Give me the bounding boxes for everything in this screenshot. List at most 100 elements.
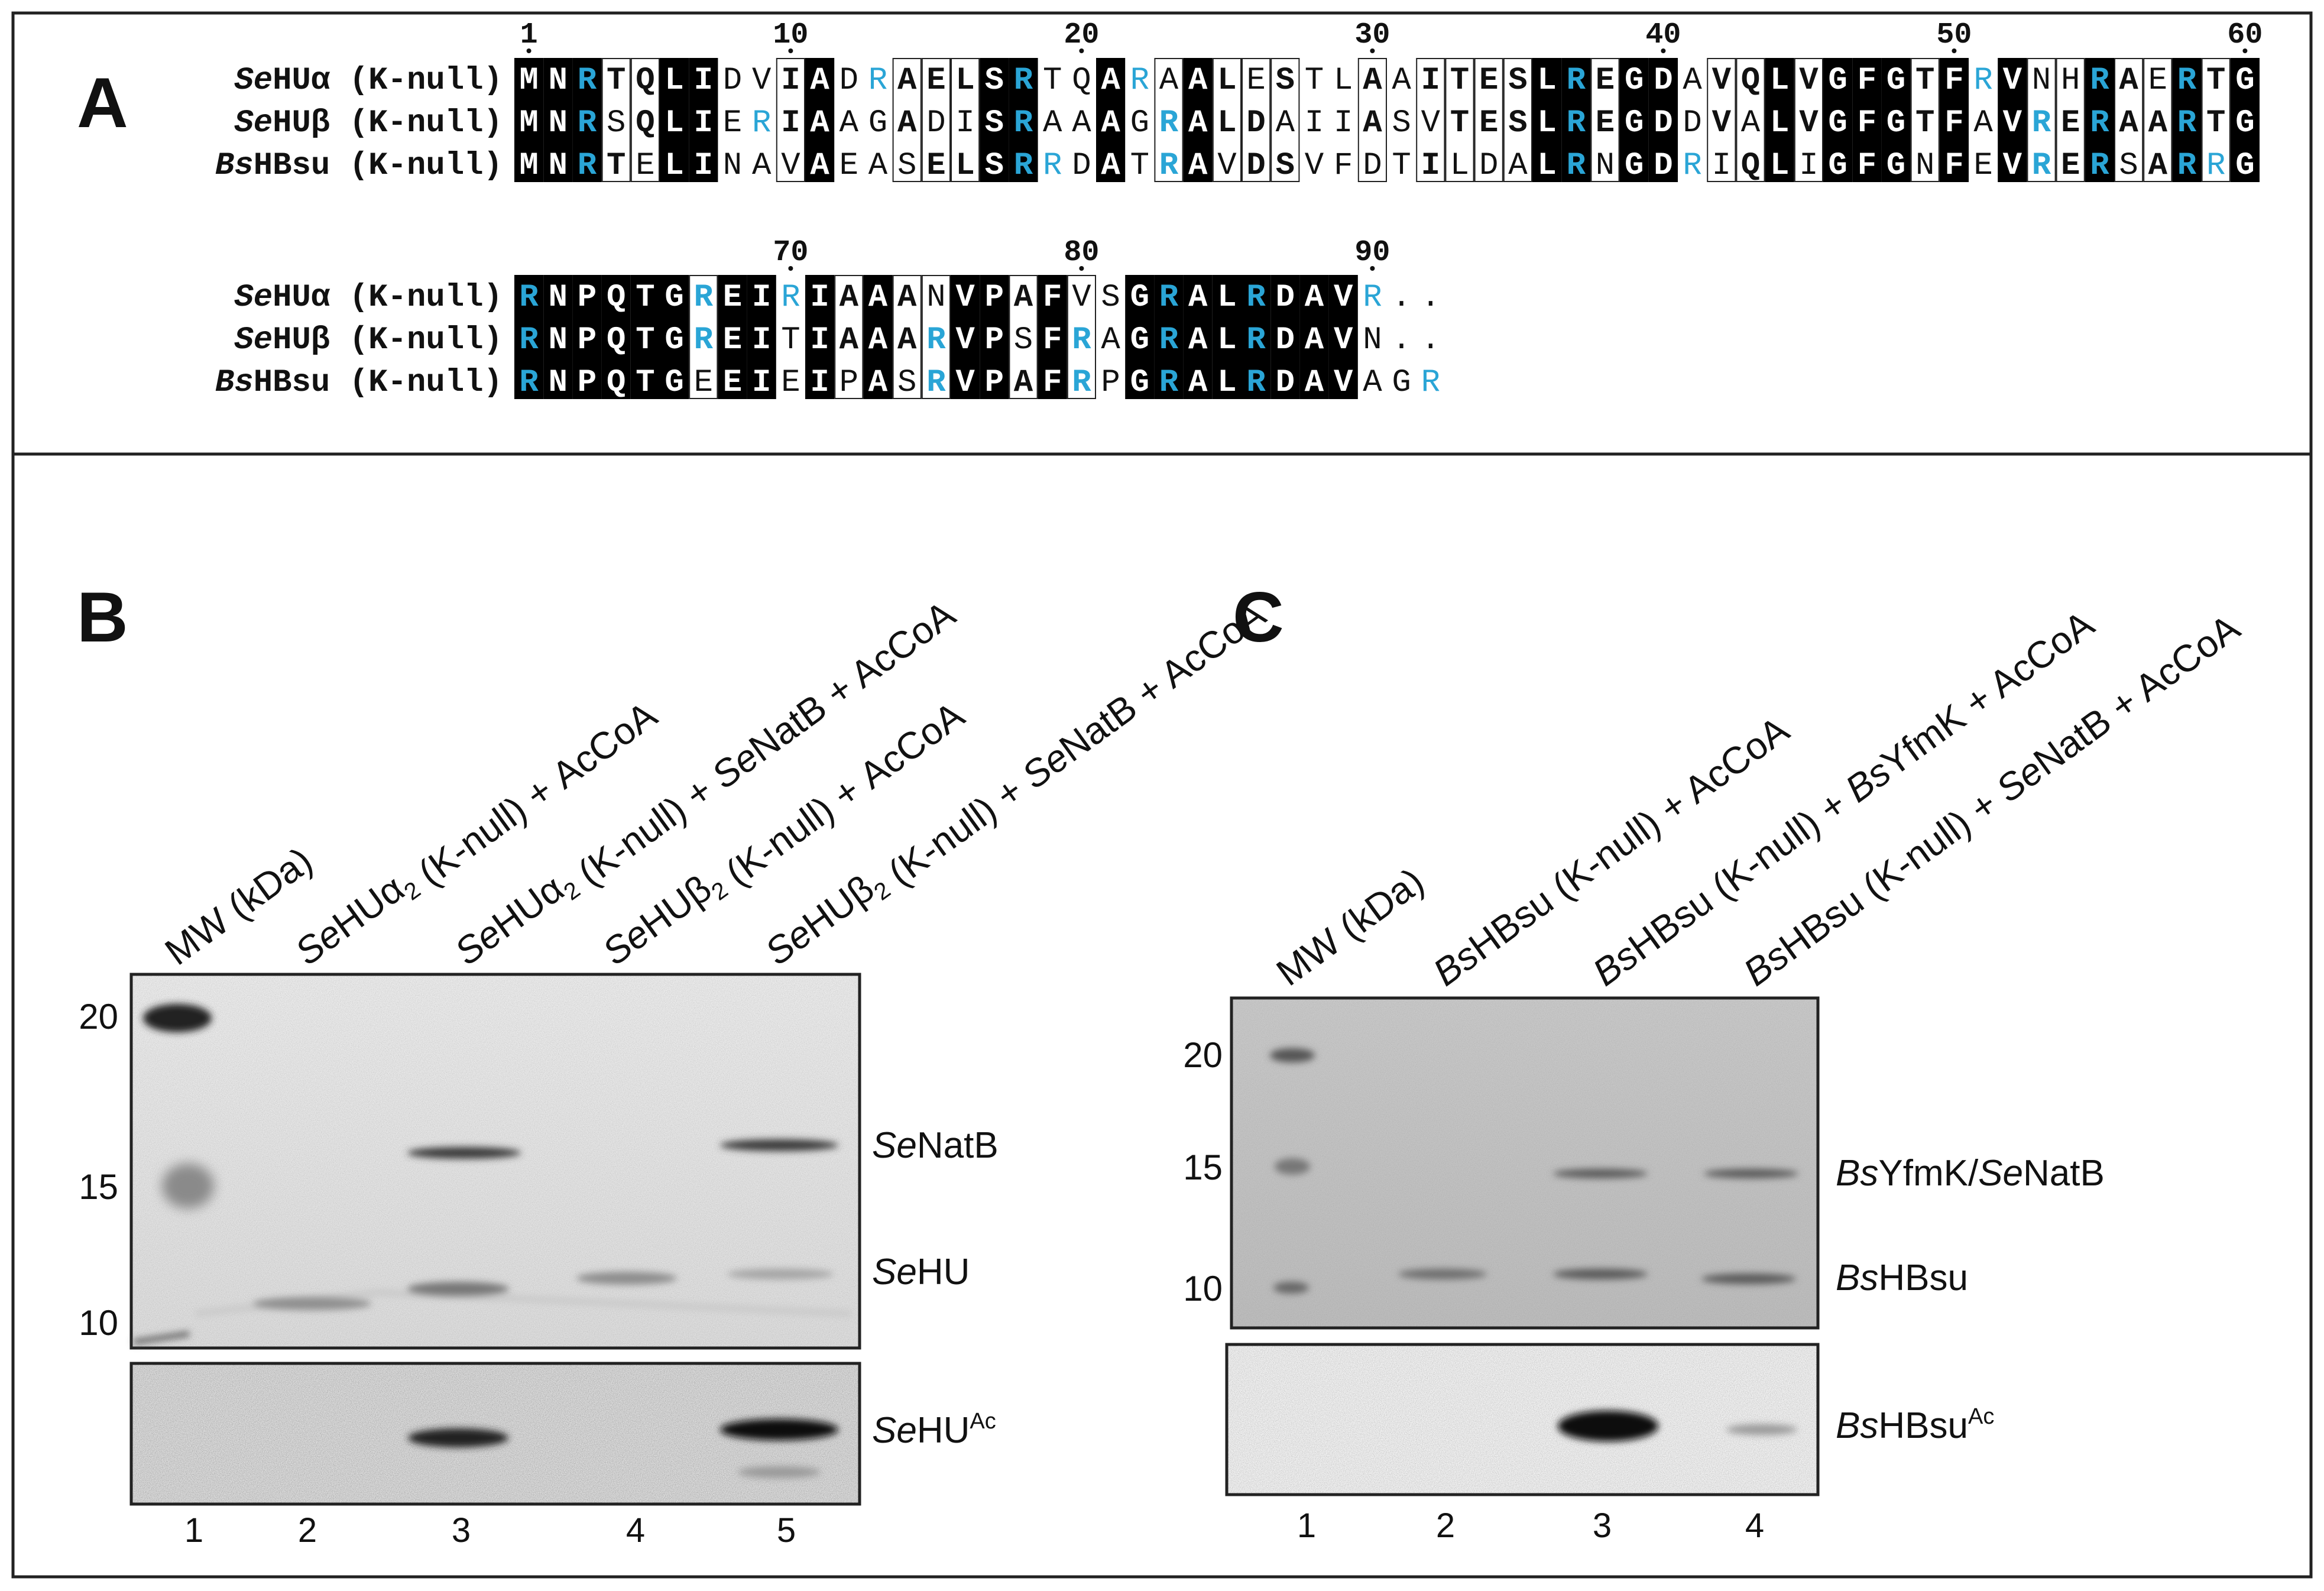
residue: N — [1915, 148, 1934, 184]
conserved-column — [951, 275, 980, 399]
lane-number: 1 — [184, 1511, 203, 1550]
residue: G — [1130, 365, 1149, 401]
band-lane4-senatb — [1704, 1169, 1798, 1178]
ac-band-lane3 — [408, 1428, 508, 1447]
residue: T — [607, 148, 625, 184]
residue: A — [868, 322, 888, 358]
lane-number: 2 — [1436, 1506, 1455, 1545]
alignment-block-2: RRRNNNPPPQQQTTTGGGRREEEEIIIRTEIIIAAPAAAA… — [514, 275, 1440, 401]
residue: D — [840, 63, 858, 99]
residue: V — [781, 148, 800, 184]
alignment-sequences: MMMNNNRRRTSTQQELLLIIIDENVRAIIVAAADAERGAA… — [514, 58, 2260, 401]
residue: N — [549, 63, 568, 99]
panel-c-lane-numbers: 1 2 3 4 — [1297, 1506, 1764, 1545]
ruler-dot — [1952, 48, 1957, 53]
residue: F — [1858, 63, 1876, 99]
residue: D — [1654, 105, 1672, 141]
residue: L — [665, 148, 683, 184]
conserved-column — [572, 275, 602, 399]
residue: R — [1159, 322, 1179, 358]
panel-b-autoradiograph — [129, 1362, 861, 1506]
residue: A — [752, 148, 772, 184]
residue: L — [1217, 280, 1236, 316]
residue: L — [1770, 105, 1789, 141]
alignment-block-1: MMMNNNRRRTSTQQELLLIIIDENVRAIIVAAADAERGAA… — [514, 58, 2260, 184]
residue: G — [665, 365, 683, 401]
residue: A — [868, 365, 888, 401]
panel-b-label-sehu: SeHU — [872, 1252, 970, 1292]
position-number: 90 — [1354, 236, 1390, 270]
residue: R — [1014, 63, 1033, 99]
similar-column-box — [1009, 275, 1038, 399]
conserved-column — [747, 275, 776, 399]
residue: L — [665, 63, 683, 99]
conserved-column — [601, 275, 631, 399]
band-lane3-bsyfmk — [1553, 1169, 1648, 1178]
residue: R — [1246, 365, 1266, 401]
residue: I — [1334, 105, 1353, 141]
conserved-column — [1648, 58, 1678, 182]
similar-column-box — [1910, 58, 1940, 182]
residue: E — [926, 148, 945, 184]
residue: A — [1188, 105, 1208, 141]
residue: L — [955, 148, 974, 184]
residue: R — [1072, 322, 1091, 358]
residue: E — [1596, 105, 1615, 141]
residue: P — [1101, 365, 1120, 401]
similar-column-box — [1707, 58, 1736, 182]
residue: F — [1944, 63, 1963, 99]
residue: L — [1537, 63, 1556, 99]
similar-column-box — [1794, 58, 1824, 182]
position-number: 60 — [2227, 18, 2263, 52]
residue: G — [1887, 105, 1905, 141]
residue: R — [1567, 63, 1586, 99]
conserved-column — [1212, 275, 1242, 399]
residue: A — [1392, 63, 1411, 99]
panel-c-label-bsyfmk-senatb: BsYfmK/SeNatB — [1836, 1153, 2105, 1194]
residue: N — [2032, 63, 2051, 99]
residue: L — [1217, 63, 1236, 99]
residue: R — [1159, 280, 1179, 316]
band-lane2-sehu — [253, 1297, 371, 1310]
residue: N — [1363, 322, 1382, 358]
similar-column-box — [1416, 58, 1445, 182]
residue: N — [549, 105, 568, 141]
residue: F — [1858, 105, 1876, 141]
residue: A — [840, 105, 859, 141]
residue: R — [1363, 280, 1382, 316]
residue: V — [1712, 105, 1732, 141]
residue: S — [1276, 148, 1295, 184]
residue: P — [578, 322, 597, 358]
residue: A — [1683, 63, 1702, 99]
sequence-label: BsHBsu (K-null) — [215, 148, 503, 184]
sequence-label: SeHUβ (K-null) — [234, 105, 503, 141]
residue: V — [955, 322, 975, 358]
residue: A — [1043, 105, 1062, 141]
panel-c-autoradiograph — [1225, 1343, 1820, 1496]
lane-number: 3 — [452, 1511, 471, 1550]
conserved-column — [1299, 275, 1329, 399]
residue: S — [1392, 105, 1411, 141]
residue: A — [1188, 63, 1208, 99]
conserved-column — [514, 58, 544, 182]
residue: . — [1392, 280, 1411, 316]
residue: R — [1159, 105, 1179, 141]
residue: P — [985, 322, 1004, 358]
conserved-column — [2085, 58, 2114, 182]
residue: D — [1276, 322, 1295, 358]
ladder-band-20 — [1270, 1048, 1315, 1062]
ladder-band-15 — [1275, 1158, 1310, 1175]
lane-number: 2 — [298, 1511, 317, 1550]
residue: T — [781, 322, 800, 358]
residue: T — [1450, 63, 1469, 99]
residue: E — [1973, 148, 1992, 184]
panel-b-label-senatb: SeNatB — [872, 1125, 999, 1166]
ladder-band-20 — [143, 1004, 212, 1032]
residue: V — [1334, 365, 1353, 401]
panel-b: B MW (kDa)SeHUα2 (K-null) + AcCoASeHUα2 … — [77, 578, 1273, 1550]
position-number: 30 — [1354, 18, 1390, 52]
residue: I — [1799, 148, 1818, 184]
panel-c-mw-10: 10 — [1183, 1269, 1223, 1308]
residue: R — [1567, 148, 1586, 184]
residue: A — [1363, 63, 1382, 99]
